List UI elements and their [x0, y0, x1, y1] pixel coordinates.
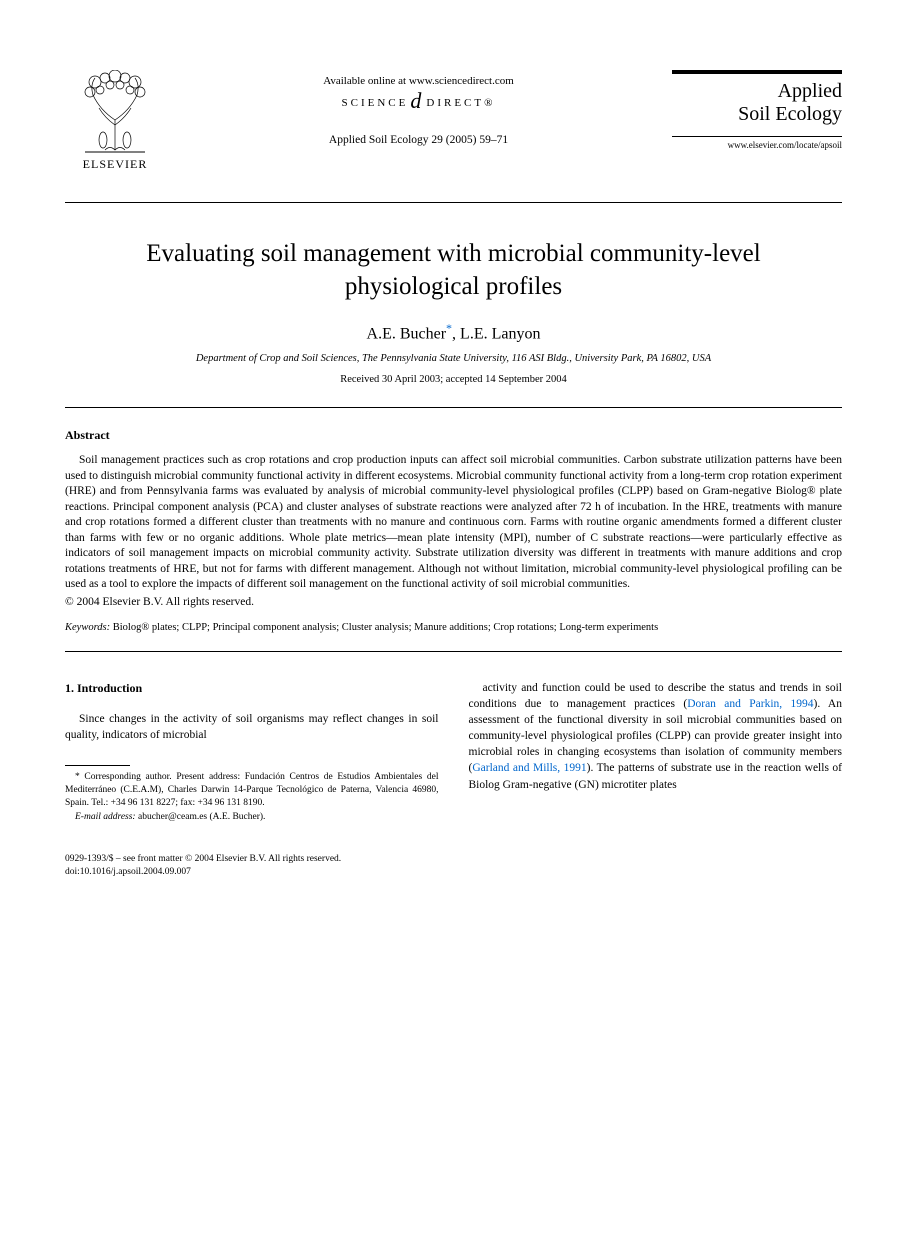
elsevier-tree-icon — [75, 70, 155, 155]
page-footer: 0929-1393/$ – see front matter © 2004 El… — [65, 853, 842, 879]
article-dates: Received 30 April 2003; accepted 14 Sept… — [65, 374, 842, 385]
abstract-copyright: © 2004 Elsevier B.V. All rights reserved… — [65, 596, 842, 608]
journal-name-1: Applied — [672, 80, 842, 103]
intro-right-para: activity and function could be used to d… — [469, 680, 843, 793]
ref-doran-parkin[interactable]: Doran and Parkin, 1994 — [687, 698, 813, 710]
top-rule — [65, 202, 842, 203]
left-column: 1. Introduction Since changes in the act… — [65, 680, 439, 825]
journal-block: Applied Soil Ecology www.elsevier.com/lo… — [672, 70, 842, 150]
sd-d-icon: d — [410, 88, 424, 114]
keywords-label: Keywords: — [65, 622, 110, 633]
center-header: Available online at www.sciencedirect.co… — [165, 70, 672, 146]
intro-heading: 1. Introduction — [65, 680, 439, 697]
author-sep: , — [452, 325, 460, 342]
article-title: Evaluating soil management with microbia… — [105, 238, 802, 303]
mid-rule-2 — [65, 651, 842, 652]
corresponding-footnote: * Corresponding author. Present address:… — [65, 771, 439, 809]
footnote-rule — [65, 765, 130, 766]
keywords-text: Biolog® plates; CLPP; Principal componen… — [110, 622, 658, 633]
abstract-heading: Abstract — [65, 428, 842, 443]
journal-name-2: Soil Ecology — [672, 103, 842, 126]
sd-right: DIRECT® — [426, 97, 495, 109]
ref-garland-mills[interactable]: Garland and Mills, 1991 — [472, 762, 586, 774]
journal-url[interactable]: www.elsevier.com/locate/apsoil — [672, 140, 842, 150]
right-column: activity and function could be used to d… — [469, 680, 843, 825]
citation-line: Applied Soil Ecology 29 (2005) 59–71 — [329, 134, 508, 146]
page-header: ELSEVIER Available online at www.science… — [65, 70, 842, 172]
email-value: abucher@ceam.es (A.E. Bucher). — [136, 812, 266, 822]
abstract-body: Soil management practices such as crop r… — [65, 453, 842, 593]
body-columns: 1. Introduction Since changes in the act… — [65, 680, 842, 825]
author-2: L.E. Lanyon — [460, 325, 540, 342]
sd-left: SCIENCE — [342, 97, 409, 109]
affiliation: Department of Crop and Soil Sciences, Th… — [65, 353, 842, 364]
abstract-text: Soil management practices such as crop r… — [65, 453, 842, 593]
mid-rule-1 — [65, 407, 842, 408]
authors-line: A.E. Bucher*, L.E. Lanyon — [65, 321, 842, 343]
available-online-text: Available online at www.sciencedirect.co… — [323, 75, 514, 87]
author-1: A.E. Bucher — [367, 325, 447, 342]
email-label: E-mail address: — [75, 812, 136, 822]
publisher-label: ELSEVIER — [83, 157, 148, 172]
publisher-block: ELSEVIER — [65, 70, 165, 172]
science-direct-logo: SCIENCE d DIRECT® — [342, 90, 496, 116]
keywords-line: Keywords: Biolog® plates; CLPP; Principa… — [65, 622, 842, 633]
email-footnote: E-mail address: abucher@ceam.es (A.E. Bu… — [65, 811, 439, 824]
footer-doi: doi:10.1016/j.apsoil.2004.09.007 — [65, 866, 842, 879]
footer-line1: 0929-1393/$ – see front matter © 2004 El… — [65, 853, 842, 866]
intro-left-para: Since changes in the activity of soil or… — [65, 711, 439, 743]
